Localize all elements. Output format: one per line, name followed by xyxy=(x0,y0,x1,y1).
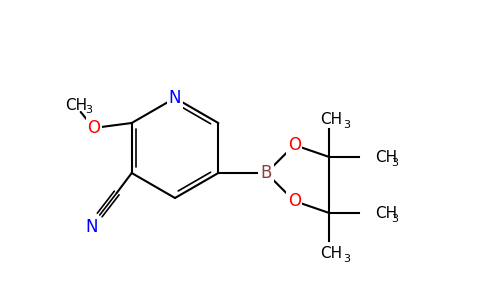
Text: CH: CH xyxy=(375,149,397,164)
Text: O: O xyxy=(87,119,100,137)
Text: 3: 3 xyxy=(343,254,350,264)
Text: CH: CH xyxy=(65,98,87,113)
Text: N: N xyxy=(86,218,98,236)
Text: CH: CH xyxy=(320,112,342,127)
Text: B: B xyxy=(260,164,272,182)
Text: 3: 3 xyxy=(85,105,91,115)
Text: O: O xyxy=(288,192,301,210)
Text: CH: CH xyxy=(320,245,342,260)
Text: N: N xyxy=(169,89,181,107)
Text: 3: 3 xyxy=(391,158,398,168)
Text: 3: 3 xyxy=(391,214,398,224)
Text: CH: CH xyxy=(375,206,397,220)
Text: 3: 3 xyxy=(343,120,350,130)
Text: O: O xyxy=(288,136,301,154)
